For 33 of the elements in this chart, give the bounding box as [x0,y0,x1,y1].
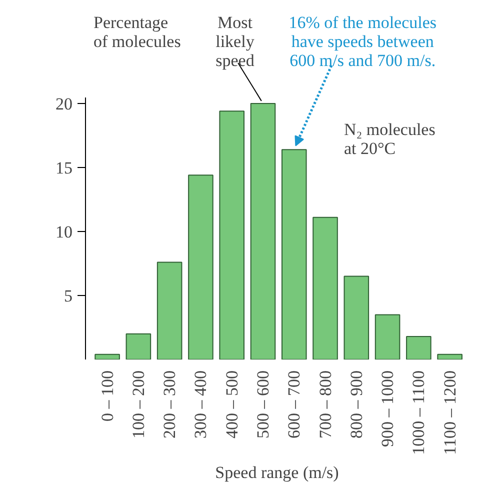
y-tick-label: 20 [56,94,72,114]
bar [250,102,276,360]
y-tick-label: 10 [56,222,72,242]
x-tick-label: 200 – 300 [160,370,180,438]
x-tick-label: 600 – 700 [284,370,304,438]
bar [406,336,432,360]
bar [188,174,214,360]
bar [126,333,152,360]
x-tick-label: 1000 – 1100 [409,370,428,455]
x-tick-label: 100 – 200 [128,370,148,438]
bar [94,354,120,360]
bar [374,314,400,360]
bar [344,276,370,360]
x-tick-label: 300 – 400 [191,370,210,438]
x-tick-label: 1100 – 1200 [440,370,460,455]
y-tick-label: 5 [64,286,72,306]
x-tick-label: 400 – 500 [222,370,242,438]
annotation: Most likely speed [216,13,255,70]
annotation: 16% of the molecules have speeds between 600 m/s and 700 m/s. [288,13,437,70]
x-tick-label: 500 – 600 [253,370,272,438]
bar [437,354,462,360]
annotation: N₂ molecules at 20°C [344,120,436,158]
x-tick-label: 0 – 100 [98,370,117,422]
bar [312,216,338,360]
x-tick-label: 800 – 900 [346,370,366,438]
x-tick-label: 900 – 1000 [378,370,398,447]
y-axis-title: Percentage of molecules [94,13,181,52]
bar [281,149,307,360]
x-axis-title: Speed range (m/s) [215,462,339,482]
y-tick-label: 15 [56,158,72,178]
x-tick-label: 700 – 800 [316,370,335,438]
bar [219,110,244,360]
bar [156,262,182,360]
